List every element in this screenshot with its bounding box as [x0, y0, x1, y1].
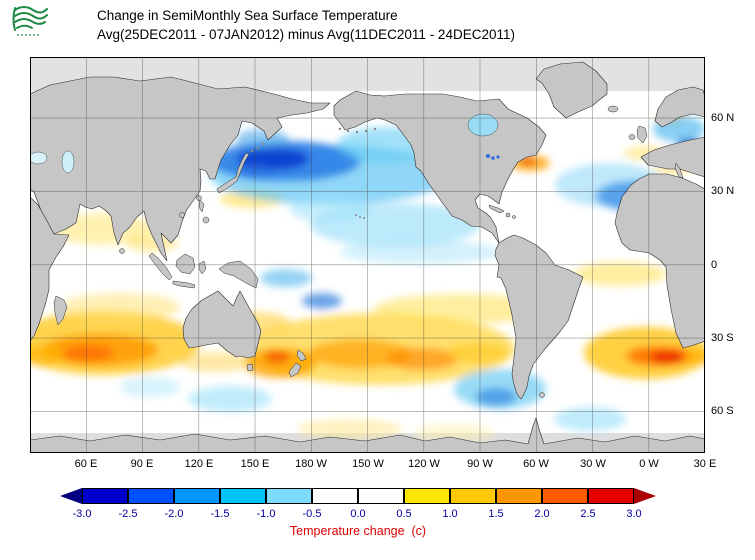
cb-tick-4: -1.0 [256, 508, 276, 520]
colorbar-segment [220, 488, 266, 504]
island-tasmania [246, 363, 254, 372]
colorbar-segment [450, 488, 496, 504]
island-sumatra [148, 252, 173, 281]
x-tick-60E: 60 E [74, 458, 98, 470]
island-madagascar [53, 295, 68, 326]
island-aleutians [338, 127, 377, 134]
island-falklands [539, 392, 545, 398]
colorbar-segment [128, 488, 174, 504]
landmass-australia [182, 290, 262, 359]
island-japan [216, 152, 250, 194]
x-tick-30W: 30 W [580, 458, 606, 470]
colorbar-segment [496, 488, 542, 504]
map-border [30, 57, 705, 453]
island-nz-north [296, 349, 307, 362]
landmass-south-america [494, 234, 584, 400]
colorbar-segment [404, 488, 450, 504]
island-iceland [607, 105, 619, 113]
y-tick-60S: 60 S [711, 405, 734, 417]
cb-tick-0: -3.0 [72, 508, 92, 520]
x-tick-60W: 60 W [523, 458, 549, 470]
colorbar-segment [358, 488, 404, 504]
cb-tick-3: -1.5 [210, 508, 230, 520]
island-srilanka [119, 248, 125, 254]
island-britain [636, 125, 648, 144]
y-tick-EQ: 0 [711, 259, 718, 271]
x-tick-150W: 150 W [352, 458, 384, 470]
x-tick-120E: 120 E [184, 458, 214, 470]
landmass-europe [640, 136, 705, 178]
hudson-bay [467, 113, 499, 137]
colorbar-right-arrow [634, 488, 656, 504]
colorbar-segment [82, 488, 128, 504]
island-mindanao [202, 216, 210, 224]
island-puertorico [512, 215, 516, 219]
y-tick-60N: 60 N [711, 112, 735, 124]
x-tick-180: 180 W [295, 458, 327, 470]
cb-tick-1: -2.5 [118, 508, 138, 520]
cb-tick-10: 2.0 [534, 508, 550, 520]
cb-tick-2: -2.0 [164, 508, 184, 520]
x-tick-0: 0 W [639, 458, 659, 470]
island-hispaniola [505, 212, 511, 218]
warm-anomalies [30, 112, 705, 442]
colorbar-segment [266, 488, 312, 504]
landmass-greenland [535, 61, 608, 119]
x-tick-90E: 90 E [130, 458, 154, 470]
world-map-svg [30, 57, 705, 453]
colorbar-caption: Temperature change (c) [289, 524, 427, 538]
colorbar: -3.0 -2.5 -2.0 -1.5 -1.0 -0.5 0.0 0.5 1.… [60, 488, 656, 548]
map-subtitle: Avg(25DEC2011 - 07JAN2012) minus Avg(11D… [97, 27, 515, 42]
island-kurils [250, 142, 265, 153]
sst-change-map [30, 57, 705, 453]
map-title: Change in SemiMonthly Sea Surface Temper… [97, 8, 398, 23]
x-tick-90W: 90 W [467, 458, 493, 470]
x-tick-120W: 120 W [408, 458, 440, 470]
y-tick-30N: 30 N [711, 185, 735, 197]
cb-tick-12: 3.0 [626, 508, 642, 520]
island-hainan [179, 212, 185, 218]
x-tick-30E: 30 E [693, 458, 717, 470]
green-waves-logo [12, 6, 48, 36]
island-ireland [628, 134, 636, 140]
caspian-sea [61, 150, 75, 174]
cb-tick-9: 1.5 [488, 508, 504, 520]
landmass-scandinavia [654, 86, 705, 128]
landmass-africa-east [30, 196, 70, 342]
colorbar-left-arrow [60, 488, 82, 504]
colorbar-segments [82, 488, 634, 504]
x-tick-150E: 150 E [240, 458, 270, 470]
island-borneo [175, 253, 196, 275]
island-nz-south [288, 362, 302, 378]
island-hawaii [355, 214, 365, 219]
black-sea [30, 151, 48, 165]
colorbar-segment [174, 488, 220, 504]
island-java [172, 280, 196, 289]
landmass-africa [614, 173, 705, 349]
great-lakes [486, 154, 500, 160]
grid-layer [30, 57, 705, 453]
cb-tick-6: 0.0 [350, 508, 366, 520]
cb-tick-7: 0.5 [396, 508, 412, 520]
colorbar-segment [588, 488, 634, 504]
y-tick-30S: 30 S [711, 332, 734, 344]
island-cuba [488, 204, 505, 214]
island-newguinea [218, 260, 259, 289]
cb-tick-11: 2.5 [580, 508, 596, 520]
island-luzon [198, 199, 205, 213]
colorbar-segment [312, 488, 358, 504]
colorbar-segment [542, 488, 588, 504]
cb-tick-5: -0.5 [302, 508, 322, 520]
cb-tick-8: 1.0 [442, 508, 458, 520]
